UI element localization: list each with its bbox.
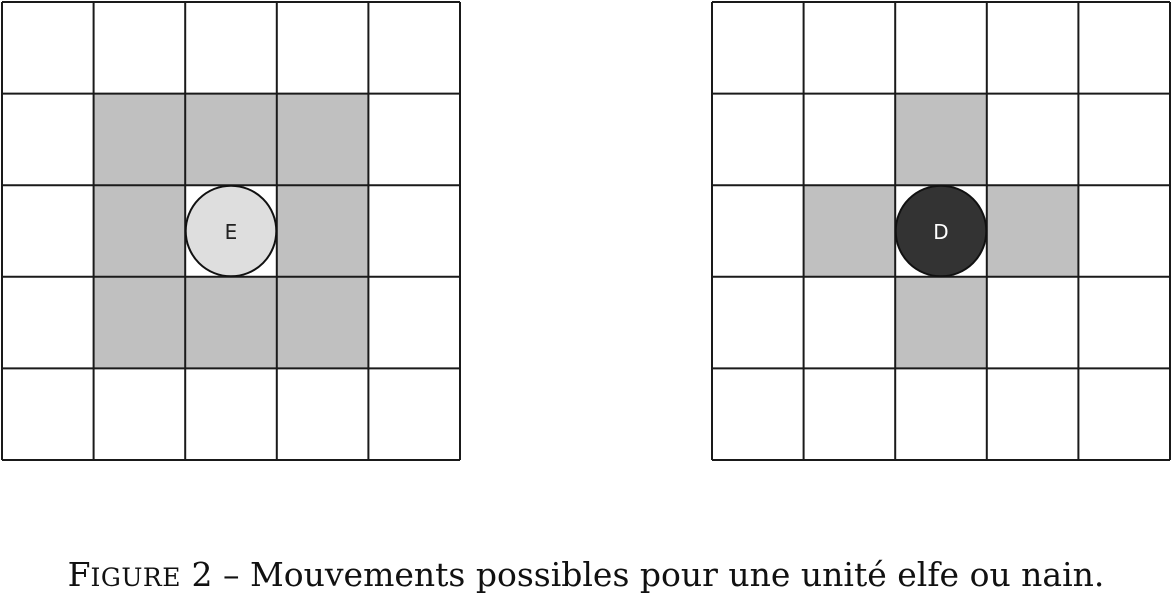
- board-cell: [2, 276, 94, 369]
- figure-caption: FIGURE 2 – Mouvements possibles pour une…: [0, 552, 1172, 601]
- board-cell: [185, 368, 277, 460]
- figure-separator: –: [222, 555, 240, 594]
- board-cell: [712, 185, 804, 277]
- board-cell: [368, 185, 460, 277]
- board-cell: [276, 368, 369, 460]
- board-cell: [986, 368, 1079, 460]
- elf-unit-token: [184, 184, 278, 278]
- board-cell: [1078, 276, 1170, 369]
- board-cell: [712, 368, 804, 460]
- board-cell: [2, 93, 94, 186]
- elf-unit-letter: E: [225, 220, 238, 244]
- board-cell: [368, 276, 460, 369]
- board-cell: [185, 2, 277, 94]
- dwarf-unit-token: [894, 184, 988, 278]
- board-cell: [2, 368, 94, 460]
- reachable-cell: [185, 276, 277, 369]
- board-cell: [1078, 93, 1170, 186]
- dwarf-board-grid: D: [711, 1, 1171, 461]
- board-cell: [803, 368, 896, 460]
- figure-caption-text: Mouvements possibles pour une unité elfe…: [249, 555, 1105, 594]
- reachable-cell: [803, 185, 896, 277]
- board-cell: [803, 93, 896, 186]
- board-cell: [895, 368, 987, 460]
- board-cell: [986, 2, 1079, 94]
- board-cell: [712, 276, 804, 369]
- reachable-cell: [93, 185, 186, 277]
- board-cell: [803, 276, 896, 369]
- reachable-cell: [276, 276, 369, 369]
- reachable-cell: [276, 185, 369, 277]
- elf-movement-board: E: [1, 1, 461, 461]
- board-cell: [1078, 2, 1170, 94]
- board-cell: [803, 2, 896, 94]
- reachable-cell: [93, 276, 186, 369]
- figure-label-rest: IGURE: [90, 563, 181, 592]
- board-cell: [368, 93, 460, 186]
- board-cell: [712, 2, 804, 94]
- board-cell: [368, 2, 460, 94]
- board-cell: [1078, 368, 1170, 460]
- board-cell: [93, 2, 186, 94]
- board-cell: [1078, 185, 1170, 277]
- board-cell: [712, 93, 804, 186]
- figure-label-initial: F: [67, 555, 91, 594]
- reachable-cell: [986, 185, 1079, 277]
- reachable-cell: [93, 93, 186, 186]
- figure-number: 2: [191, 555, 213, 594]
- reachable-cell: [895, 93, 987, 186]
- board-cell: [2, 185, 94, 277]
- board-cell: [895, 2, 987, 94]
- board-cell: [986, 276, 1079, 369]
- dwarf-unit-letter: D: [933, 220, 948, 244]
- reachable-cell: [276, 93, 369, 186]
- dwarf-movement-board: D: [711, 1, 1171, 461]
- elf-board-grid: E: [1, 1, 461, 461]
- board-cell: [276, 2, 369, 94]
- board-cell: [2, 2, 94, 94]
- reachable-cell: [185, 93, 277, 186]
- board-cell: [986, 93, 1079, 186]
- reachable-cell: [895, 276, 987, 369]
- board-cell: [368, 368, 460, 460]
- board-cell: [93, 368, 186, 460]
